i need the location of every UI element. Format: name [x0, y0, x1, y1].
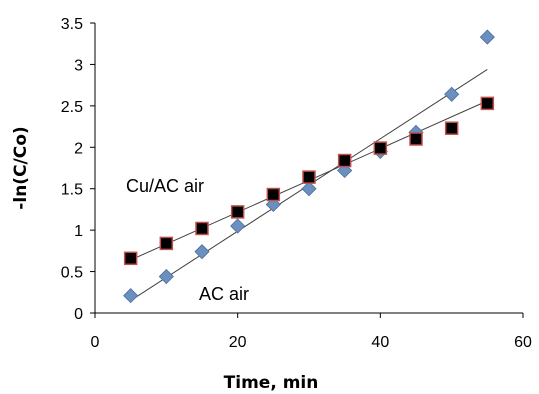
x-tick-label: 0: [91, 334, 100, 351]
data-point-ac-air: [301, 181, 317, 197]
x-tick-label: 20: [229, 334, 247, 351]
data-point-cu-ac-air: [373, 141, 388, 155]
data-point-ac-air: [479, 29, 495, 45]
x-axis-ticks: 0 20 40 60: [91, 313, 532, 351]
plot-area: [94, 23, 523, 314]
data-point-cu-ac-air: [159, 236, 174, 251]
data-point-ac-air: [444, 86, 460, 102]
x-tick-label: 40: [371, 334, 389, 351]
y-tick-label: 3: [74, 57, 83, 74]
y-tick-label: 2: [74, 140, 83, 157]
data-point-cu-ac-air: [123, 251, 138, 266]
y-tick-label: 0: [74, 306, 83, 323]
annotation-ac-air: AC air: [199, 284, 249, 304]
data-point-cu-ac-air: [409, 132, 423, 146]
y-tick-label: 1.5: [61, 182, 83, 199]
data-markers: [123, 29, 495, 304]
data-point-cu-ac-air: [480, 96, 495, 111]
data-point-ac-air: [123, 288, 139, 304]
data-point-cu-ac-air: [230, 205, 245, 219]
x-axis-title: Time, min: [224, 373, 319, 393]
x-tick-label: 60: [514, 334, 532, 351]
data-point-cu-ac-air: [266, 187, 281, 202]
y-tick-label: 0.5: [61, 265, 83, 282]
data-point-cu-ac-air: [302, 170, 316, 184]
data-point-cu-ac-air: [195, 221, 209, 236]
data-point-cu-ac-air: [444, 121, 459, 135]
data-point-cu-ac-air: [337, 153, 352, 168]
y-axis-title: -ln(C/Co): [11, 126, 31, 209]
y-tick-label: 2.5: [61, 99, 83, 116]
y-tick-label: 1: [74, 223, 83, 240]
y-tick-label: 3.5: [61, 16, 83, 33]
y-axis-ticks: 0 0.5 1 1.5 2 2.5 3 3.5: [61, 16, 95, 323]
data-point-ac-air: [158, 268, 174, 285]
data-point-ac-air: [194, 244, 210, 260]
data-point-ac-air: [230, 218, 246, 234]
annotation-cu-ac-air: Cu/AC air: [126, 176, 204, 196]
